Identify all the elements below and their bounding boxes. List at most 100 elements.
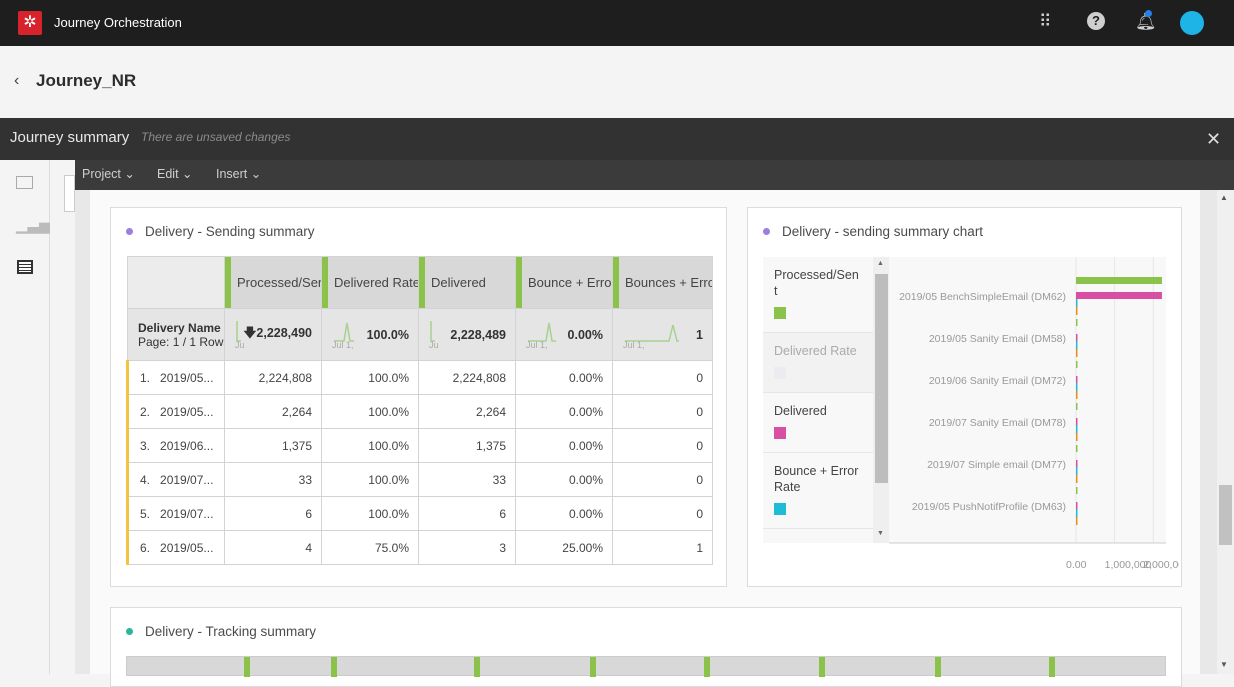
- total-value: 2,228,490: [256, 326, 312, 340]
- row-name-cell[interactable]: 5. 2019/07...: [126, 496, 225, 531]
- page-title: Journey_NR: [36, 71, 137, 90]
- row-name-cell[interactable]: 3. 2019/06...: [126, 428, 225, 463]
- metric-cell: 100.0%: [321, 462, 419, 497]
- scroll-up-icon[interactable]: ▲: [1220, 193, 1228, 202]
- bar: [1076, 418, 1078, 425]
- scroll-down-icon[interactable]: ▼: [1220, 660, 1228, 669]
- summary-title: Journey summary: [10, 129, 130, 146]
- menu-edit[interactable]: Edit ⌄: [157, 166, 193, 181]
- help-icon[interactable]: ?: [1087, 12, 1105, 30]
- menu-label: Insert: [216, 167, 248, 181]
- row-number: 3.: [140, 438, 151, 453]
- category-label: 2019/07 Simple email (DM77): [927, 459, 1066, 471]
- scrollbar[interactable]: [1217, 190, 1234, 674]
- scrollbar-thumb[interactable]: [1219, 485, 1232, 545]
- column-drag-handle[interactable]: [819, 657, 825, 677]
- row-name: 2019/07...: [160, 472, 214, 487]
- drag-handle[interactable]: [516, 257, 522, 308]
- left-rail: [0, 160, 50, 674]
- menu-insert[interactable]: Insert ⌄: [216, 166, 261, 181]
- total-value: 100.0%: [366, 327, 409, 342]
- metric-cell: 0: [612, 428, 713, 463]
- column-drag-handle[interactable]: [331, 657, 337, 677]
- total-cell: Ju 🡇2,228,490: [224, 308, 322, 361]
- row-name-cell[interactable]: 1. 2019/05...: [126, 360, 225, 395]
- plot-area: [889, 257, 1166, 543]
- table-row[interactable]: 4. 2019/07... 33 100.0% 33 0.00% 0: [126, 462, 713, 497]
- column-label: Bounces + Erro: [625, 275, 713, 290]
- bar: [1076, 475, 1078, 483]
- column-drag-handle[interactable]: [590, 657, 596, 677]
- metric-cell: 2,264: [418, 394, 516, 429]
- dimension-label: Delivery Name: [138, 320, 221, 335]
- metric-cell: 3: [418, 530, 516, 565]
- top-bar: [0, 0, 1234, 46]
- chevron-left-icon[interactable]: ‹: [14, 72, 20, 89]
- scroll-up-icon[interactable]: ▲: [877, 260, 884, 267]
- chevron-down-icon: ⌄: [250, 167, 262, 181]
- column-header[interactable]: Processed/Sent: [224, 256, 322, 309]
- row-name-cell[interactable]: 4. 2019/07...: [126, 462, 225, 497]
- total-value: 2,228,489: [450, 327, 506, 342]
- apps-grid-icon[interactable]: ⠿: [1039, 12, 1052, 31]
- row-name-cell[interactable]: 2. 2019/05...: [126, 394, 225, 429]
- legend-item[interactable]: Bounce + Error Rate: [763, 453, 873, 529]
- dot-icon: [763, 227, 770, 235]
- column-drag-handle[interactable]: [474, 657, 480, 677]
- drag-handle[interactable]: [225, 257, 231, 308]
- column-header[interactable]: Bounces + Erro: [612, 256, 713, 309]
- metric-cell: 0.00%: [515, 428, 613, 463]
- drag-handle[interactable]: [613, 257, 619, 308]
- sparkline-label: Jul 1,: [332, 340, 354, 350]
- row-name-cell[interactable]: 6. 2019/05...: [126, 530, 225, 565]
- panel-icon[interactable]: [16, 176, 33, 189]
- row-name: 2019/05...: [160, 540, 214, 555]
- table-row[interactable]: 3. 2019/06... 1,375 100.0% 1,375 0.00% 0: [126, 428, 713, 463]
- scroll-down-icon[interactable]: ▼: [877, 530, 884, 537]
- bar: [1076, 334, 1078, 341]
- legend-scroll-thumb[interactable]: [875, 274, 888, 483]
- bell-icon[interactable]: 🔔︎: [1135, 12, 1157, 31]
- column-drag-handle[interactable]: [704, 657, 710, 677]
- column-header[interactable]: Bounce + Error: [515, 256, 613, 309]
- unsaved-status: There are unsaved changes: [141, 130, 291, 144]
- drag-handle[interactable]: [419, 257, 425, 308]
- metric-cell: 0: [612, 394, 713, 429]
- collapse-handle[interactable]: [64, 175, 75, 212]
- metric-cell: 25.00%: [515, 530, 613, 565]
- panel-title: Delivery - sending summary chart: [763, 224, 983, 239]
- table-row[interactable]: 2. 2019/05... 2,264 100.0% 2,264 0.00% 0: [126, 394, 713, 429]
- category-label: 2019/05 BenchSimpleEmail (DM62): [899, 291, 1066, 303]
- column-drag-handle[interactable]: [935, 657, 941, 677]
- avatar[interactable]: [1180, 11, 1204, 35]
- category-label: 2019/07 Sanity Email (DM78): [929, 417, 1066, 429]
- legend-item[interactable]: Delivered Rate: [763, 333, 873, 393]
- app-logo-icon[interactable]: ✲: [18, 11, 42, 35]
- table-row[interactable]: 6. 2019/05... 4 75.0% 3 25.00% 1: [126, 530, 713, 565]
- column-header[interactable]: Delivered: [418, 256, 516, 309]
- close-icon[interactable]: ✕: [1206, 129, 1222, 149]
- drag-handle[interactable]: [322, 257, 328, 308]
- chevron-down-icon: ⌄: [124, 167, 135, 181]
- column-drag-handle[interactable]: [1049, 657, 1055, 677]
- column-drag-handle[interactable]: [244, 657, 250, 677]
- bar: [1076, 425, 1078, 433]
- panel-title-text: Delivery - Sending summary: [145, 224, 315, 239]
- bar: [1076, 445, 1078, 452]
- metric-cell: 1: [612, 530, 713, 565]
- menu-project[interactable]: Project ⌄: [82, 166, 135, 181]
- column-header[interactable]: Delivered Rate: [321, 256, 419, 309]
- table-icon[interactable]: [17, 260, 33, 274]
- sort-desc-icon[interactable]: 🡇: [243, 326, 257, 340]
- metric-cell: 2,224,808: [224, 360, 322, 395]
- total-cell: Ju 2,228,489: [418, 308, 516, 361]
- table-row[interactable]: 1. 2019/05... 2,224,808 100.0% 2,224,808 0.0…: [126, 360, 713, 395]
- bar: [1076, 487, 1078, 494]
- menu-label: Edit: [157, 167, 179, 181]
- table-row[interactable]: 5. 2019/07... 6 100.0% 6 0.00% 0: [126, 496, 713, 531]
- visualization-icon[interactable]: ▁▃▅: [16, 217, 51, 234]
- column-label: Delivered Rate: [334, 275, 419, 290]
- legend-item[interactable]: Delivered: [763, 393, 873, 453]
- panel-title: Delivery - Sending summary: [126, 224, 315, 239]
- legend-item[interactable]: Processed/Sent: [763, 257, 873, 333]
